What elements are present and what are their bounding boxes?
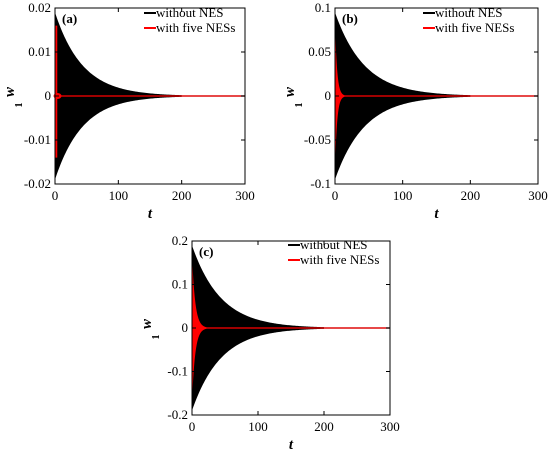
chart-panel-b: 0 100 200 300 -0.1 -0.05 0 0.05 0.1 t w 1 (b) without… — [282, 0, 548, 222]
panel-label: (a) — [62, 11, 77, 26]
y-tick-label: -0.1 — [310, 176, 331, 191]
y-tick-label: -0.1 — [167, 364, 188, 379]
legend-entry: with five NESs — [300, 252, 379, 267]
x-tick-label: 0 — [332, 188, 339, 203]
x-tick-label: 200 — [461, 188, 481, 203]
y-tick-label: 0 — [182, 320, 189, 335]
x-tick-label: 300 — [528, 188, 548, 203]
y-tick-label: -0.02 — [24, 176, 51, 191]
y-axis-subscript: 1 — [14, 103, 25, 108]
x-axis-title: t — [434, 206, 439, 222]
x-tick-label: 0 — [189, 419, 196, 434]
y-tick-label: -0.05 — [304, 132, 331, 147]
x-tick-label: 200 — [172, 188, 192, 203]
x-tick-label: 100 — [248, 419, 268, 434]
legend-entry: without NES — [435, 5, 503, 20]
x-tick-label: 100 — [109, 188, 129, 203]
panel-label: (c) — [199, 244, 213, 259]
y-tick-label: 0.02 — [28, 0, 51, 15]
y-tick-label: 0 — [325, 88, 332, 103]
x-tick-label: 100 — [393, 188, 413, 203]
y-axis-title: w — [139, 318, 155, 329]
x-axis-title: t — [148, 206, 153, 222]
y-tick-label: 0.1 — [172, 277, 188, 292]
y-axis-title: w — [282, 86, 298, 97]
y-tick-label: 0.1 — [315, 0, 331, 15]
x-tick-label: 300 — [380, 419, 400, 434]
x-tick-label: 0 — [52, 188, 59, 203]
x-axis-title: t — [289, 437, 294, 453]
y-tick-label: 0.05 — [308, 44, 331, 59]
legend-entry: with five NESs — [435, 20, 514, 35]
chart-panel-a: 0 100 200 300 -0.02 -0.01 0 0.01 0.02 t w 1 (a) witho… — [2, 0, 255, 222]
x-tick-label: 200 — [314, 419, 334, 434]
y-axis-subscript: 1 — [151, 335, 162, 340]
y-tick-label: 0.01 — [28, 44, 51, 59]
legend-entry: without NES — [156, 5, 224, 20]
y-tick-label: -0.01 — [24, 132, 51, 147]
y-tick-label: 0 — [45, 88, 52, 103]
legend-entry: with five NESs — [156, 20, 235, 35]
chart-panel-c: 0 100 200 300 -0.2 -0.1 0 0.1 0.2 t w 1 (c) without N… — [139, 233, 400, 453]
legend-entry: without NES — [300, 237, 368, 252]
panel-label: (b) — [342, 11, 358, 26]
y-tick-label: -0.2 — [167, 407, 188, 422]
x-tick-label: 300 — [235, 188, 255, 203]
y-tick-label: 0.2 — [172, 233, 188, 248]
y-axis-title: w — [2, 86, 18, 97]
y-axis-subscript: 1 — [294, 103, 305, 108]
